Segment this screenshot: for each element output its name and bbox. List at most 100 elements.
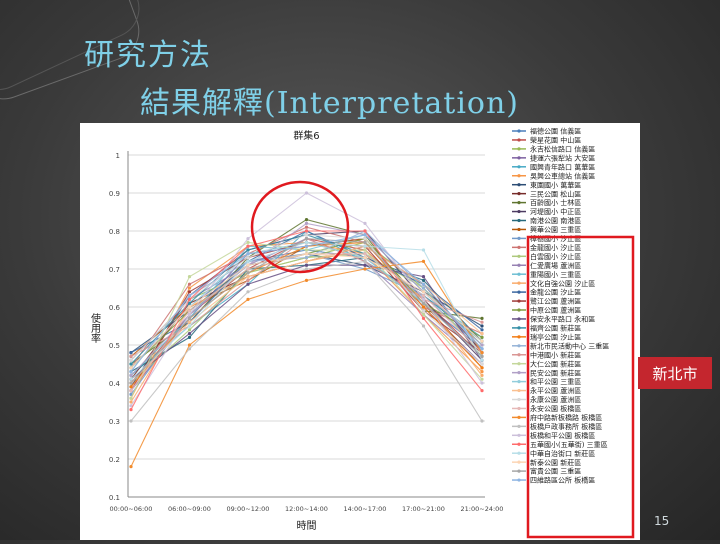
y-tick-label: 1	[116, 152, 120, 160]
data-point	[246, 252, 250, 256]
data-point	[246, 244, 250, 248]
data-point	[304, 229, 309, 233]
data-point	[304, 259, 309, 263]
legend-entry: 新北市民活動中心 三重區	[530, 341, 609, 350]
y-tick-label: 0.5	[109, 342, 120, 350]
legend-entry: 樟樹國小 汐止區	[530, 234, 581, 243]
data-point	[304, 221, 309, 225]
data-point	[246, 267, 250, 271]
legend-marker	[517, 415, 521, 419]
legend-marker	[517, 353, 521, 357]
legend-marker	[517, 433, 521, 437]
data-point	[421, 275, 426, 279]
data-point	[304, 267, 309, 271]
legend-marker	[517, 129, 521, 133]
data-point	[187, 335, 192, 339]
data-point	[480, 373, 484, 377]
legend-entry: 福德公園 信義區	[530, 127, 581, 136]
data-point	[480, 358, 484, 362]
data-point	[480, 335, 484, 339]
legend-entry: 金龍國小 汐止區	[530, 243, 581, 252]
legend-entry: 大仁公園 新莊區	[530, 359, 581, 368]
data-point	[421, 316, 426, 320]
data-point	[421, 282, 426, 286]
data-point	[129, 358, 133, 362]
legend-entry: 富貴公園 三重區	[530, 467, 581, 476]
data-point	[480, 370, 484, 374]
data-point	[480, 339, 484, 343]
legend-entry: 鷺江公園 蘆洲區	[530, 297, 581, 306]
page-number: 15	[654, 514, 670, 528]
data-point	[129, 351, 133, 355]
data-point	[129, 396, 133, 400]
data-point	[363, 244, 367, 248]
y-tick-label: 0.8	[109, 228, 120, 236]
data-point	[421, 294, 426, 298]
legend-marker	[517, 317, 521, 321]
legend-entry: 百齡國小 士林區	[530, 198, 581, 207]
data-point	[129, 362, 133, 366]
legend-entry: 板橋戶政事務所 板橋區	[530, 422, 602, 431]
legend-entry: 國興青年路口 萬華區	[530, 162, 595, 171]
region-callout: 新北市	[638, 357, 712, 389]
data-point	[304, 252, 309, 256]
data-point	[421, 286, 426, 290]
data-point	[480, 381, 484, 385]
data-point	[363, 229, 367, 233]
data-point	[421, 313, 426, 317]
legend-marker	[517, 218, 521, 223]
legend-entry: 中港國小 新莊區	[530, 350, 581, 359]
line-chart: 群集6 0.1 0.2 0.3 0.4 0.5 0.6 0.7 0.8 0.9 1 00:00~06:…	[89, 127, 635, 539]
legend-marker	[517, 209, 521, 214]
data-point	[246, 248, 250, 252]
data-point	[246, 256, 250, 260]
data-point	[246, 278, 250, 282]
data-point	[363, 259, 367, 263]
legend-marker	[517, 451, 521, 455]
data-point	[363, 248, 367, 252]
legend-entry: 興華公園 三重區	[530, 225, 581, 234]
legend-marker	[517, 362, 521, 366]
legend-entry: 河堤國小 中正區	[530, 207, 581, 216]
data-point	[480, 419, 484, 423]
data-point	[304, 278, 309, 282]
legend-marker	[517, 388, 521, 393]
data-point	[129, 404, 133, 408]
peak-highlight-circle	[250, 180, 350, 274]
legend-marker	[517, 478, 521, 482]
data-point	[246, 240, 250, 244]
data-point	[480, 347, 484, 351]
data-point	[421, 290, 426, 294]
data-point	[363, 267, 367, 271]
data-point	[246, 282, 250, 286]
data-point	[246, 263, 250, 267]
data-point	[187, 320, 192, 324]
data-point	[304, 225, 309, 229]
legend-marker	[517, 460, 521, 464]
y-tick-label: 0.2	[109, 456, 120, 464]
data-point	[246, 237, 250, 241]
data-point	[187, 286, 192, 290]
legend-marker	[517, 174, 521, 178]
legend-entry: 瑞亭公園 汐止區	[530, 332, 581, 341]
data-point	[187, 313, 192, 317]
legend-marker	[517, 183, 521, 187]
legend-marker	[517, 245, 521, 249]
data-point	[246, 297, 250, 301]
legend-entry: 東園國小 萬華區	[530, 180, 581, 189]
data-point	[421, 259, 426, 263]
legend-marker	[517, 147, 521, 151]
data-point	[363, 233, 367, 237]
data-point	[363, 237, 367, 241]
legend-marker	[517, 236, 521, 240]
data-point	[246, 259, 250, 263]
legend-marker	[517, 192, 521, 196]
data-point	[480, 320, 484, 324]
legend-entry: 板橋和平公園 板橋區	[530, 431, 595, 440]
x-axis-label: 時間	[297, 520, 317, 532]
data-point	[129, 408, 133, 412]
legend-marker	[517, 165, 521, 169]
legend-entry: 仁愛廣場 蘆洲區	[530, 261, 581, 270]
data-point	[304, 233, 309, 237]
data-point	[129, 385, 133, 389]
